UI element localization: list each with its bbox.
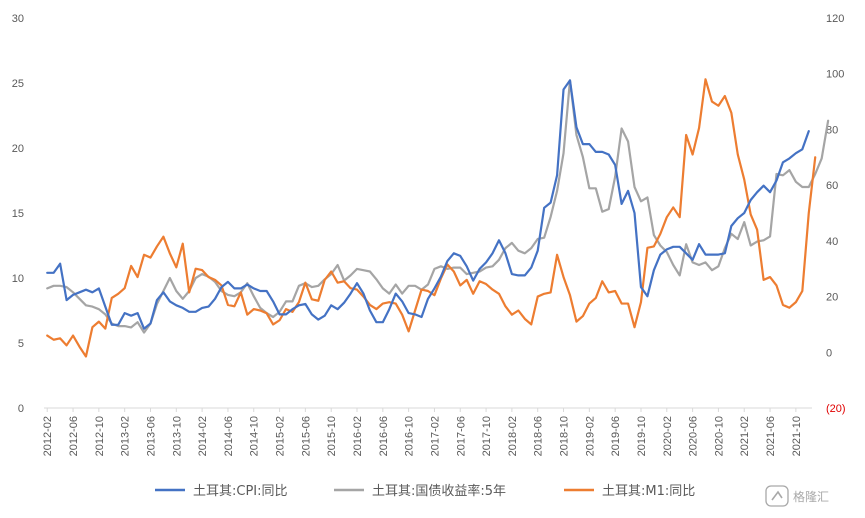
x-axis: 2012-02 2012-06 2012-10 2013-02 2013-06 2013-…	[42, 408, 803, 456]
x-tick-label: 2014-10	[249, 416, 261, 456]
left-tick-label: 30	[12, 13, 24, 25]
x-tick-label: 2018-02	[507, 416, 519, 456]
gelonghui-logo-icon	[765, 485, 789, 507]
series-line-2	[46, 78, 817, 358]
x-tick-label: 2019-02	[584, 416, 596, 456]
x-tick-label: 2017-10	[481, 416, 493, 456]
right-tick-label: 120	[826, 13, 844, 25]
right-tick-label: 80	[826, 124, 838, 136]
x-tick-label: 2015-10	[326, 416, 338, 456]
x-tick-label: 2012-10	[94, 416, 106, 456]
x-tick-label: 2020-02	[662, 416, 674, 456]
x-tick-label: 2013-06	[145, 416, 157, 456]
right-tick-label: 100	[826, 69, 844, 81]
left-tick-label: 10	[12, 273, 24, 285]
right-axis: (20) 0 20 40 60 80 100 120	[826, 13, 846, 415]
left-tick-label: 0	[18, 403, 24, 415]
x-tick-label: 2017-06	[455, 416, 467, 456]
x-tick-label: 2014-06	[223, 416, 235, 456]
right-tick-label: 20	[826, 292, 838, 304]
x-tick-label: 2021-06	[765, 416, 777, 456]
right-tick-label: (20)	[826, 403, 846, 415]
left-tick-label: 25	[12, 78, 24, 90]
x-tick-label: 2020-10	[713, 416, 725, 456]
watermark-text: 格隆汇	[793, 489, 829, 504]
left-tick-label: 15	[12, 208, 24, 220]
left-tick-label: 5	[18, 338, 24, 350]
x-tick-label: 2021-02	[739, 416, 751, 456]
series-line-1	[46, 79, 830, 334]
left-axis: 0 5 10 15 20 25 30	[12, 13, 24, 415]
x-tick-label: 2012-02	[42, 416, 54, 456]
x-tick-label: 2013-10	[171, 416, 183, 456]
right-tick-label: 40	[826, 236, 838, 248]
x-tick-label: 2016-02	[352, 416, 364, 456]
right-tick-label: 0	[826, 347, 832, 359]
legend: 土耳其:CPI:同比 土耳其:国债收益率:5年 土耳其:M1:同比	[155, 483, 695, 499]
x-tick-label: 2021-10	[791, 416, 803, 456]
x-tick-label: 2015-06	[300, 416, 312, 456]
series-line-0	[46, 79, 810, 330]
x-tick-label: 2016-06	[378, 416, 390, 456]
x-tick-label: 2018-06	[533, 416, 545, 456]
x-tick-label: 2015-02	[275, 416, 287, 456]
x-tick-label: 2016-10	[404, 416, 416, 456]
legend-label-0: 土耳其:CPI:同比	[193, 484, 288, 499]
x-tick-label: 2013-02	[120, 416, 132, 456]
x-tick-label: 2012-06	[68, 416, 80, 456]
right-tick-label: 60	[826, 180, 838, 192]
legend-label-2: 土耳其:M1:同比	[602, 484, 695, 499]
left-tick-label: 20	[12, 143, 24, 155]
legend-label-1: 土耳其:国债收益率:5年	[372, 483, 506, 499]
x-tick-label: 2014-02	[197, 416, 209, 456]
x-tick-label: 2019-10	[636, 416, 648, 456]
x-tick-label: 2020-06	[688, 416, 700, 456]
series-layer	[46, 78, 830, 358]
x-tick-label: 2017-02	[429, 416, 441, 456]
watermark: 格隆汇	[765, 485, 829, 507]
x-tick-label: 2018-10	[559, 416, 571, 456]
x-tick-label: 2019-06	[610, 416, 622, 456]
